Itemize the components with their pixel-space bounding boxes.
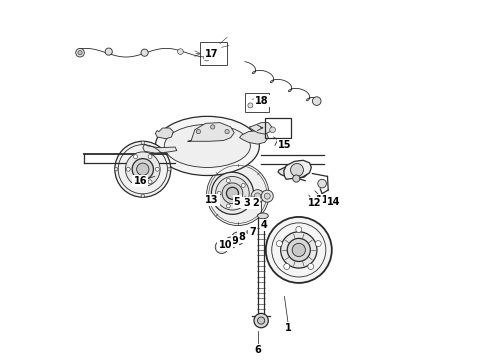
Polygon shape <box>143 144 177 153</box>
Circle shape <box>226 187 239 199</box>
Circle shape <box>292 243 305 257</box>
Text: 1: 1 <box>285 323 292 333</box>
Circle shape <box>141 141 145 144</box>
Circle shape <box>210 48 215 53</box>
Circle shape <box>141 194 145 198</box>
Circle shape <box>284 264 290 269</box>
Circle shape <box>264 193 270 199</box>
Circle shape <box>287 238 310 261</box>
Circle shape <box>281 232 317 268</box>
Text: 16: 16 <box>134 176 147 186</box>
Circle shape <box>115 141 171 197</box>
Circle shape <box>207 163 269 226</box>
Circle shape <box>141 49 148 56</box>
Ellipse shape <box>247 230 256 234</box>
Circle shape <box>215 240 228 253</box>
Polygon shape <box>284 160 311 179</box>
Circle shape <box>134 180 138 184</box>
Circle shape <box>226 179 230 183</box>
Circle shape <box>291 163 303 176</box>
Circle shape <box>216 176 249 210</box>
Text: 9: 9 <box>232 236 238 246</box>
Ellipse shape <box>155 116 259 176</box>
Text: 3: 3 <box>244 198 250 208</box>
Circle shape <box>228 240 234 246</box>
Circle shape <box>168 167 171 171</box>
Circle shape <box>308 264 314 269</box>
Circle shape <box>76 48 84 57</box>
Circle shape <box>105 48 112 55</box>
Circle shape <box>254 193 261 199</box>
Text: 2: 2 <box>252 198 259 208</box>
Text: 7: 7 <box>249 227 256 237</box>
Circle shape <box>226 204 230 208</box>
Text: 11: 11 <box>317 195 330 205</box>
Circle shape <box>235 235 241 242</box>
Circle shape <box>261 190 273 202</box>
Circle shape <box>204 55 210 61</box>
Polygon shape <box>240 131 269 144</box>
Polygon shape <box>188 123 234 141</box>
Text: 14: 14 <box>327 197 341 207</box>
Circle shape <box>78 50 82 55</box>
Circle shape <box>241 199 245 203</box>
Circle shape <box>254 314 269 328</box>
Circle shape <box>313 97 321 105</box>
Circle shape <box>177 49 183 54</box>
Text: 12: 12 <box>307 198 321 208</box>
Circle shape <box>217 191 221 195</box>
Ellipse shape <box>164 125 250 167</box>
Circle shape <box>137 163 149 175</box>
Circle shape <box>315 240 321 247</box>
Polygon shape <box>249 123 272 134</box>
Text: 5: 5 <box>234 197 241 207</box>
Circle shape <box>231 232 245 245</box>
Circle shape <box>293 175 300 182</box>
Circle shape <box>125 152 160 186</box>
Circle shape <box>296 226 302 233</box>
Text: 4: 4 <box>261 220 268 230</box>
Circle shape <box>211 172 253 214</box>
Polygon shape <box>155 128 173 139</box>
Circle shape <box>155 167 159 171</box>
Circle shape <box>132 159 153 180</box>
Circle shape <box>148 155 152 159</box>
Circle shape <box>225 130 229 134</box>
Circle shape <box>126 167 130 171</box>
Circle shape <box>219 244 225 250</box>
Polygon shape <box>278 161 310 178</box>
Text: 18: 18 <box>255 96 269 106</box>
Circle shape <box>276 240 282 247</box>
Text: 10: 10 <box>219 239 232 249</box>
Ellipse shape <box>258 213 269 219</box>
Circle shape <box>115 167 118 171</box>
Text: 8: 8 <box>238 232 245 242</box>
Circle shape <box>318 179 326 188</box>
Text: 6: 6 <box>254 345 261 355</box>
Circle shape <box>251 190 264 203</box>
Text: 17: 17 <box>205 49 219 59</box>
Circle shape <box>258 317 265 324</box>
Text: 13: 13 <box>205 195 219 205</box>
Circle shape <box>225 237 236 248</box>
Text: 15: 15 <box>278 140 291 150</box>
Circle shape <box>211 125 215 129</box>
Circle shape <box>148 180 152 184</box>
Circle shape <box>196 130 200 134</box>
Circle shape <box>222 183 243 204</box>
Circle shape <box>248 103 253 108</box>
Circle shape <box>241 184 245 187</box>
Circle shape <box>134 155 138 159</box>
Circle shape <box>266 217 332 283</box>
Circle shape <box>270 127 275 133</box>
